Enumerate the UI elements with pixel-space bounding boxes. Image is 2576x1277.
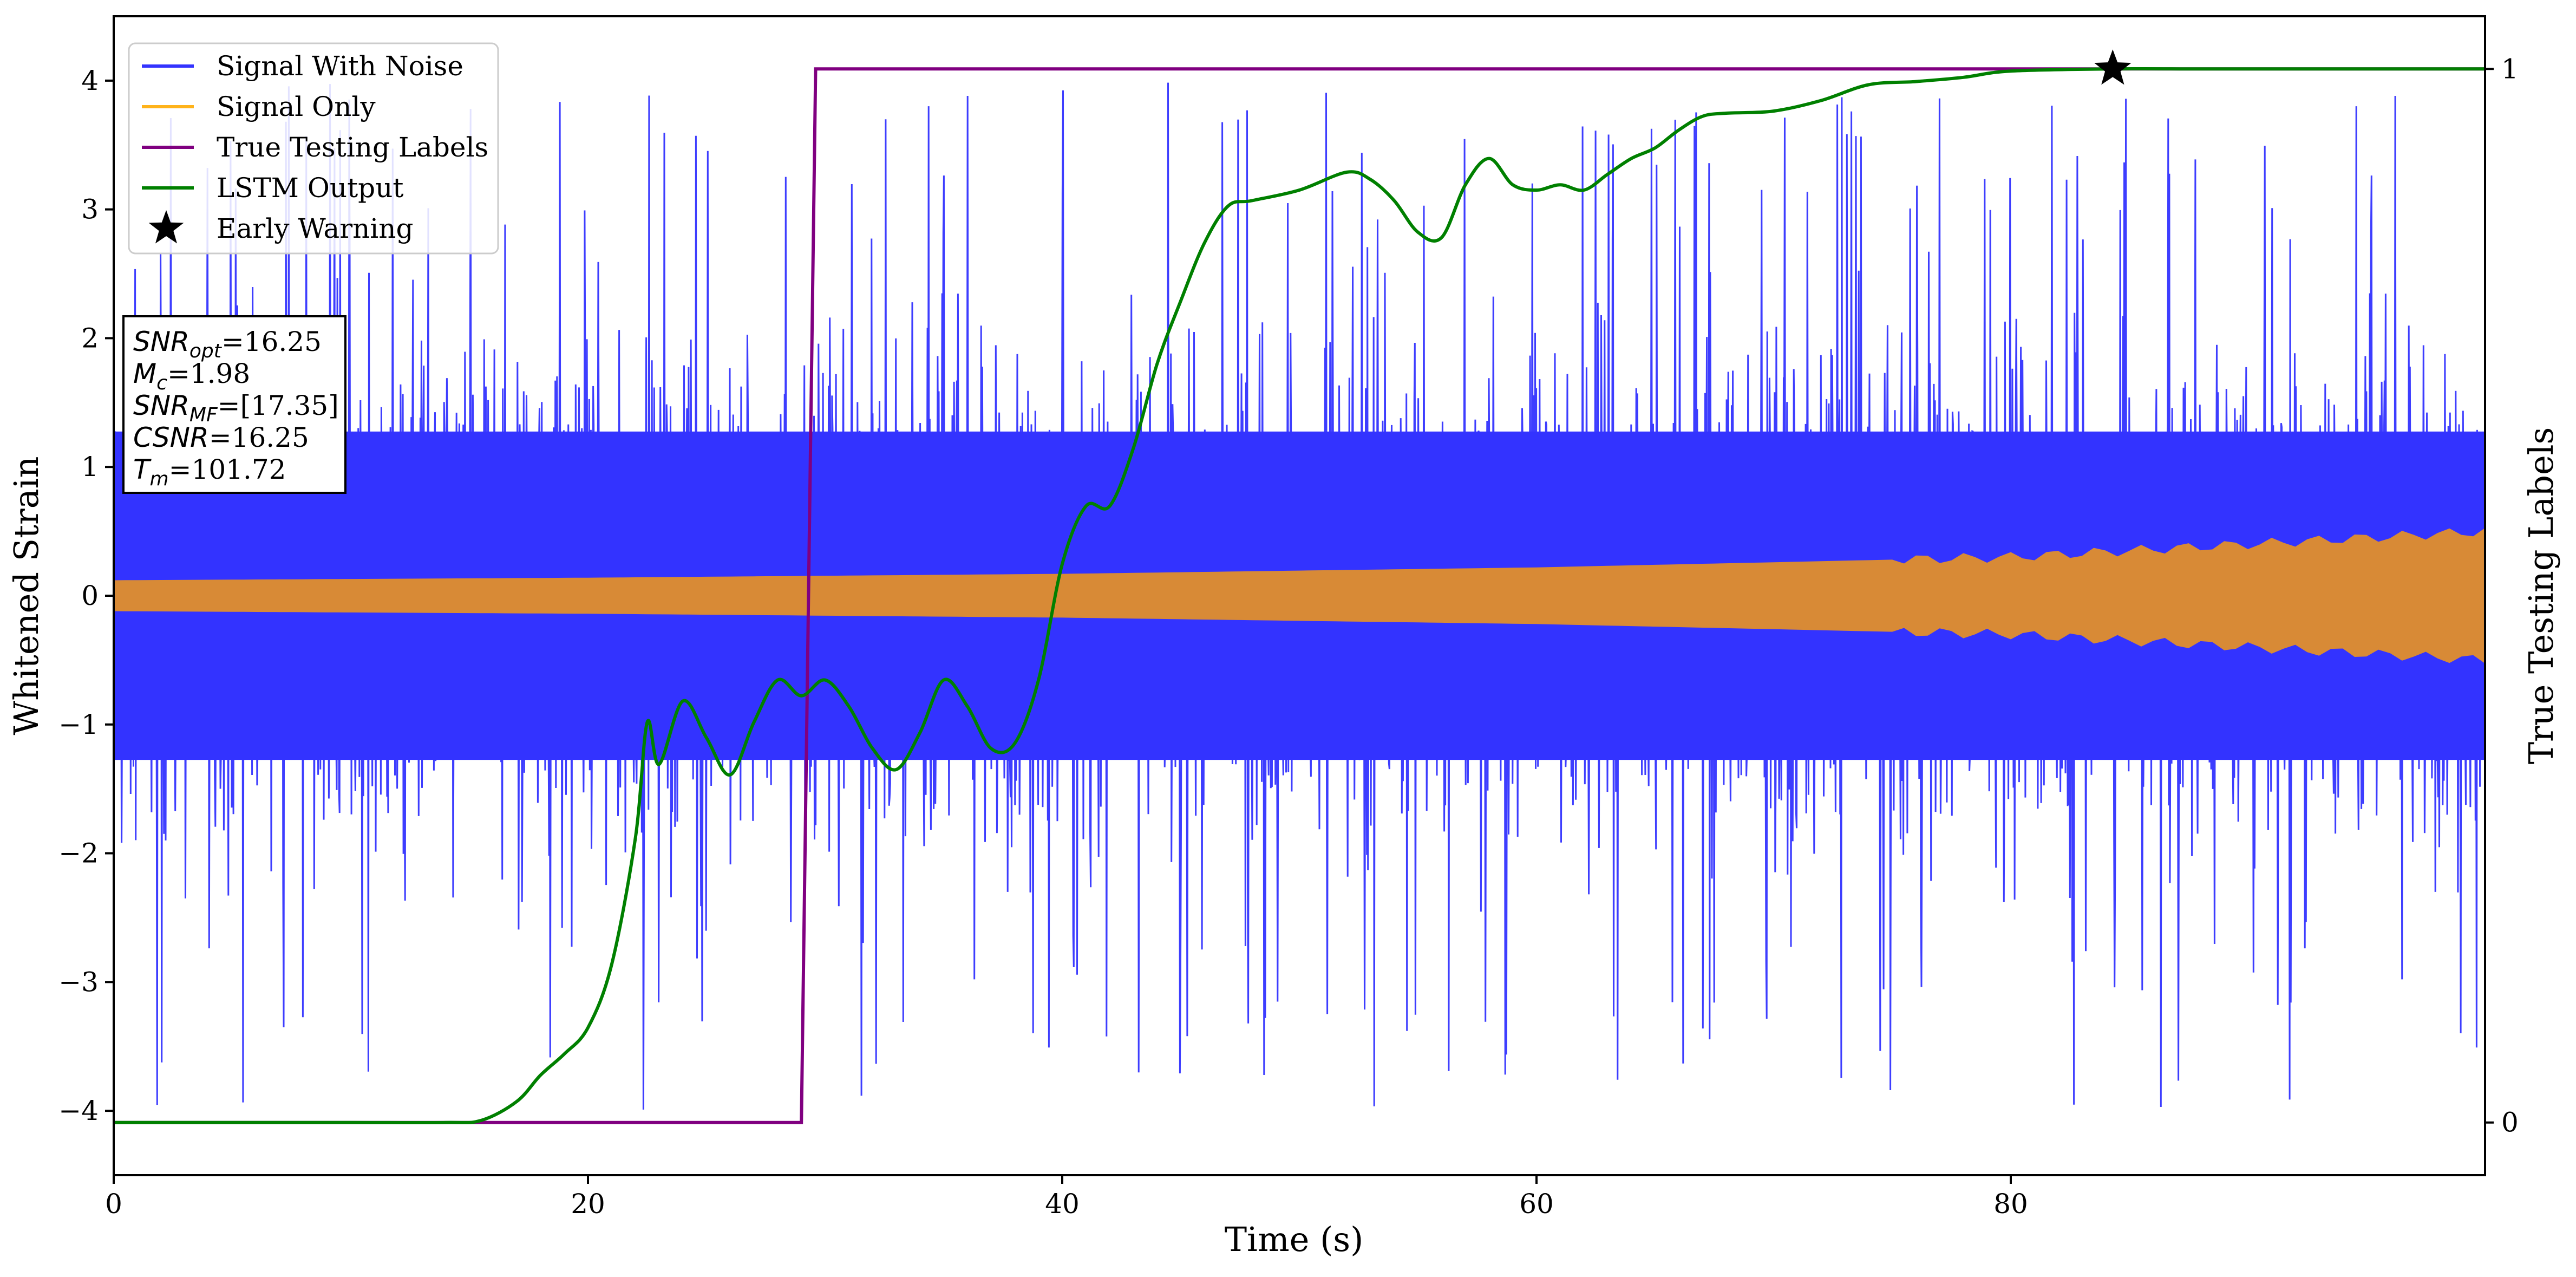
x-tick-label: 0 — [105, 1188, 122, 1220]
y-tick-label: −1 — [58, 709, 99, 740]
y-axis-left: −4 −3 −2 −1 0 1 2 3 4 — [58, 65, 114, 1126]
legend-label: LSTM Output — [217, 172, 403, 204]
info-box: SNRopt=16.25Mc=1.98SNRMF=[17.35]CSNR=16.… — [122, 315, 346, 494]
x-axis: 0 20 40 60 80 — [105, 1175, 2028, 1220]
legend-label: Signal With Noise — [217, 50, 463, 82]
y-tick-label: −4 — [58, 1095, 99, 1126]
legend-star-icon — [148, 210, 184, 244]
y-axis-title: Whitened Strain — [6, 457, 46, 735]
legend-label: True Testing Labels — [217, 132, 488, 163]
x-axis-title: Time (s) — [1225, 1220, 1364, 1259]
legend-label: Signal Only — [217, 91, 376, 122]
info-box-frame — [122, 315, 346, 494]
y-tick-label: 3 — [81, 194, 99, 225]
info-line: Tm=101.72 — [133, 454, 286, 490]
info-line: Mc=1.98 — [133, 358, 250, 394]
early-warning-series — [2094, 49, 2132, 85]
y2-tick-label: 0 — [2501, 1107, 2519, 1138]
y-tick-label: 2 — [81, 322, 99, 354]
signal-only-series — [114, 527, 2485, 664]
y-tick-label: −3 — [58, 966, 99, 998]
signal-only-band — [114, 527, 2485, 664]
y-tick-label: 0 — [81, 580, 99, 611]
lstm-output-series — [114, 67, 2485, 1125]
y-tick-label: 1 — [81, 451, 99, 483]
plot-area — [114, 49, 2485, 1125]
info-line: CSNR=16.25 — [133, 422, 309, 453]
y-tick-label: −2 — [58, 838, 99, 869]
legend-box — [128, 42, 499, 255]
y2-axis-title: True Testing Labels — [2521, 427, 2561, 765]
y-axis-right: 01 — [2485, 53, 2519, 1138]
info-line: SNRopt=16.25 — [133, 326, 322, 362]
x-tick-label: 60 — [1519, 1188, 1554, 1220]
legend-label: Early Warning — [217, 213, 414, 244]
x-tick-label: 20 — [571, 1188, 605, 1220]
early-warning-marker — [2094, 49, 2132, 85]
legend: Signal With Noise Signal Only True Testing… — [128, 42, 499, 255]
y2-tick-label: 1 — [2501, 53, 2519, 84]
x-tick-label: 40 — [1045, 1188, 1080, 1220]
y-tick-label: 4 — [81, 65, 99, 96]
x-tick-label: 80 — [1993, 1188, 2028, 1220]
lstm-output-line — [114, 67, 2485, 1125]
info-line: SNRMF=[17.35] — [133, 390, 339, 426]
